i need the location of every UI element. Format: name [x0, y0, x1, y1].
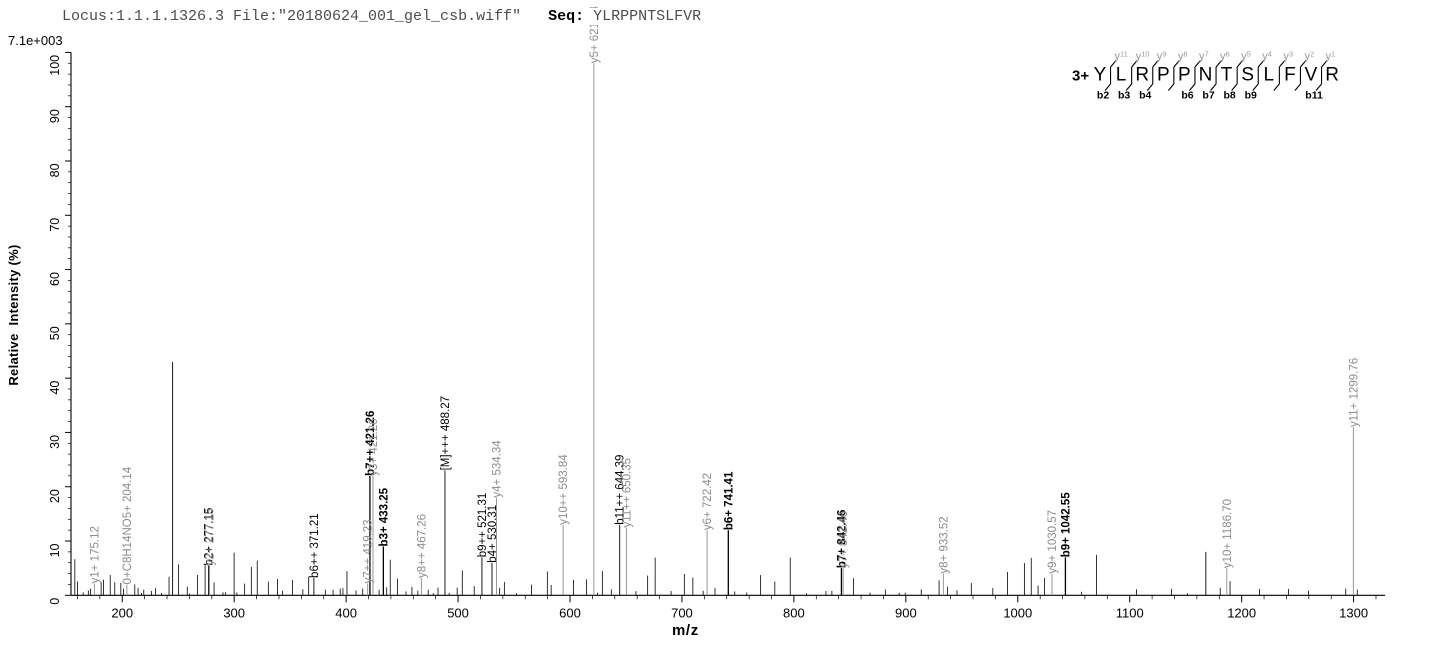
svg-text:0: 0: [48, 598, 62, 605]
svg-text:b9: b9: [1245, 90, 1257, 102]
svg-text:S: S: [1241, 65, 1254, 86]
svg-text:0+C8H14NO5+ 204.14: 0+C8H14NO5+ 204.14: [122, 466, 134, 584]
svg-text:y10++ 593.84: y10++ 593.84: [558, 454, 570, 525]
svg-text:y4: y4: [1262, 50, 1272, 63]
svg-text:Y: Y: [1094, 65, 1107, 86]
svg-text:60: 60: [48, 272, 62, 286]
svg-text:F: F: [1284, 65, 1296, 86]
svg-text:b4+ 530.31: b4+ 530.31: [487, 505, 499, 563]
svg-text:y7+ 842.46: y7+ 842.46: [838, 511, 850, 568]
svg-text:y11+ 1299.76: y11+ 1299.76: [1348, 358, 1360, 427]
svg-text:y2+ 277.15: y2+ 277.15: [205, 508, 217, 565]
svg-text:L: L: [1264, 65, 1275, 86]
svg-text:y7++ 419.23: y7++ 419.23: [363, 519, 375, 583]
svg-text:b9+ 1042.55: b9+ 1042.55: [1060, 492, 1072, 558]
svg-text:700: 700: [671, 605, 693, 620]
svg-text:y9: y9: [1157, 50, 1167, 63]
svg-text:y11: y11: [1115, 50, 1128, 63]
svg-text:y7: y7: [1199, 50, 1209, 63]
svg-text:L: L: [1116, 65, 1127, 86]
svg-text:N: N: [1199, 65, 1213, 86]
svg-text:80: 80: [48, 163, 62, 177]
svg-text:1100: 1100: [1116, 605, 1144, 620]
svg-text:y3+ 421.26: y3+ 421.26: [368, 419, 380, 476]
svg-text:y4+ 534.34: y4+ 534.34: [492, 440, 504, 498]
svg-text:1000: 1000: [1003, 605, 1032, 620]
svg-text:y6+ 722.42: y6+ 722.42: [702, 473, 714, 530]
svg-text:30: 30: [48, 435, 62, 449]
svg-text:y11++ 650.35: y11++ 650.35: [621, 458, 633, 528]
svg-text:b7: b7: [1202, 90, 1214, 102]
svg-text:T: T: [1221, 65, 1233, 86]
svg-text:R: R: [1135, 65, 1149, 86]
svg-text:1300: 1300: [1339, 605, 1368, 620]
svg-text:300: 300: [223, 605, 245, 620]
svg-text:b6: b6: [1181, 90, 1193, 102]
svg-text:600: 600: [559, 605, 581, 620]
svg-text:y1+ 175.12: y1+ 175.12: [89, 526, 101, 583]
svg-text:50: 50: [48, 326, 62, 340]
svg-text:b6++ 371.21: b6++ 371.21: [309, 513, 321, 578]
svg-text:90: 90: [48, 109, 62, 123]
svg-text:b3+ 433.25: b3+ 433.25: [378, 487, 390, 546]
svg-text:400: 400: [335, 605, 357, 620]
svg-text:y10+ 1186.70: y10+ 1186.70: [1222, 499, 1234, 568]
svg-text:b11: b11: [1305, 90, 1323, 102]
svg-text:200: 200: [111, 605, 133, 620]
svg-text:V: V: [1305, 65, 1318, 86]
svg-text:b3: b3: [1118, 90, 1130, 102]
svg-text:y6: y6: [1220, 50, 1230, 63]
svg-text:y10: y10: [1136, 50, 1150, 63]
svg-text:y8+ 933.52: y8+ 933.52: [938, 516, 950, 573]
svg-text:y2: y2: [1304, 50, 1314, 63]
svg-text:100: 100: [48, 55, 62, 76]
svg-text:P: P: [1178, 65, 1191, 86]
svg-text:y3: y3: [1283, 50, 1293, 63]
svg-text:70: 70: [48, 218, 62, 232]
svg-text:1200: 1200: [1227, 605, 1256, 620]
svg-text:10: 10: [48, 543, 62, 557]
svg-text:900: 900: [895, 605, 917, 620]
svg-text:b4: b4: [1139, 90, 1151, 102]
svg-text:40: 40: [48, 381, 62, 395]
svg-text:[M]+++ 488.27: [M]+++ 488.27: [440, 396, 452, 471]
svg-text:800: 800: [783, 605, 805, 620]
svg-text:500: 500: [447, 605, 469, 620]
svg-text:y5: y5: [1241, 50, 1251, 63]
svg-text:b6+ 741.41: b6+ 741.41: [723, 471, 735, 530]
svg-text:b8: b8: [1224, 90, 1236, 102]
svg-text:R: R: [1325, 65, 1339, 86]
svg-text:P: P: [1157, 65, 1170, 86]
svg-text:y8: y8: [1178, 50, 1188, 63]
svg-text:y1: y1: [1326, 50, 1336, 63]
svg-text:3+: 3+: [1072, 68, 1089, 85]
svg-text:20: 20: [48, 489, 62, 503]
svg-text:y8++ 467.26: y8++ 467.26: [416, 514, 428, 578]
svg-text:b2: b2: [1097, 90, 1109, 102]
svg-text:y9+ 1030.57: y9+ 1030.57: [1047, 510, 1059, 574]
